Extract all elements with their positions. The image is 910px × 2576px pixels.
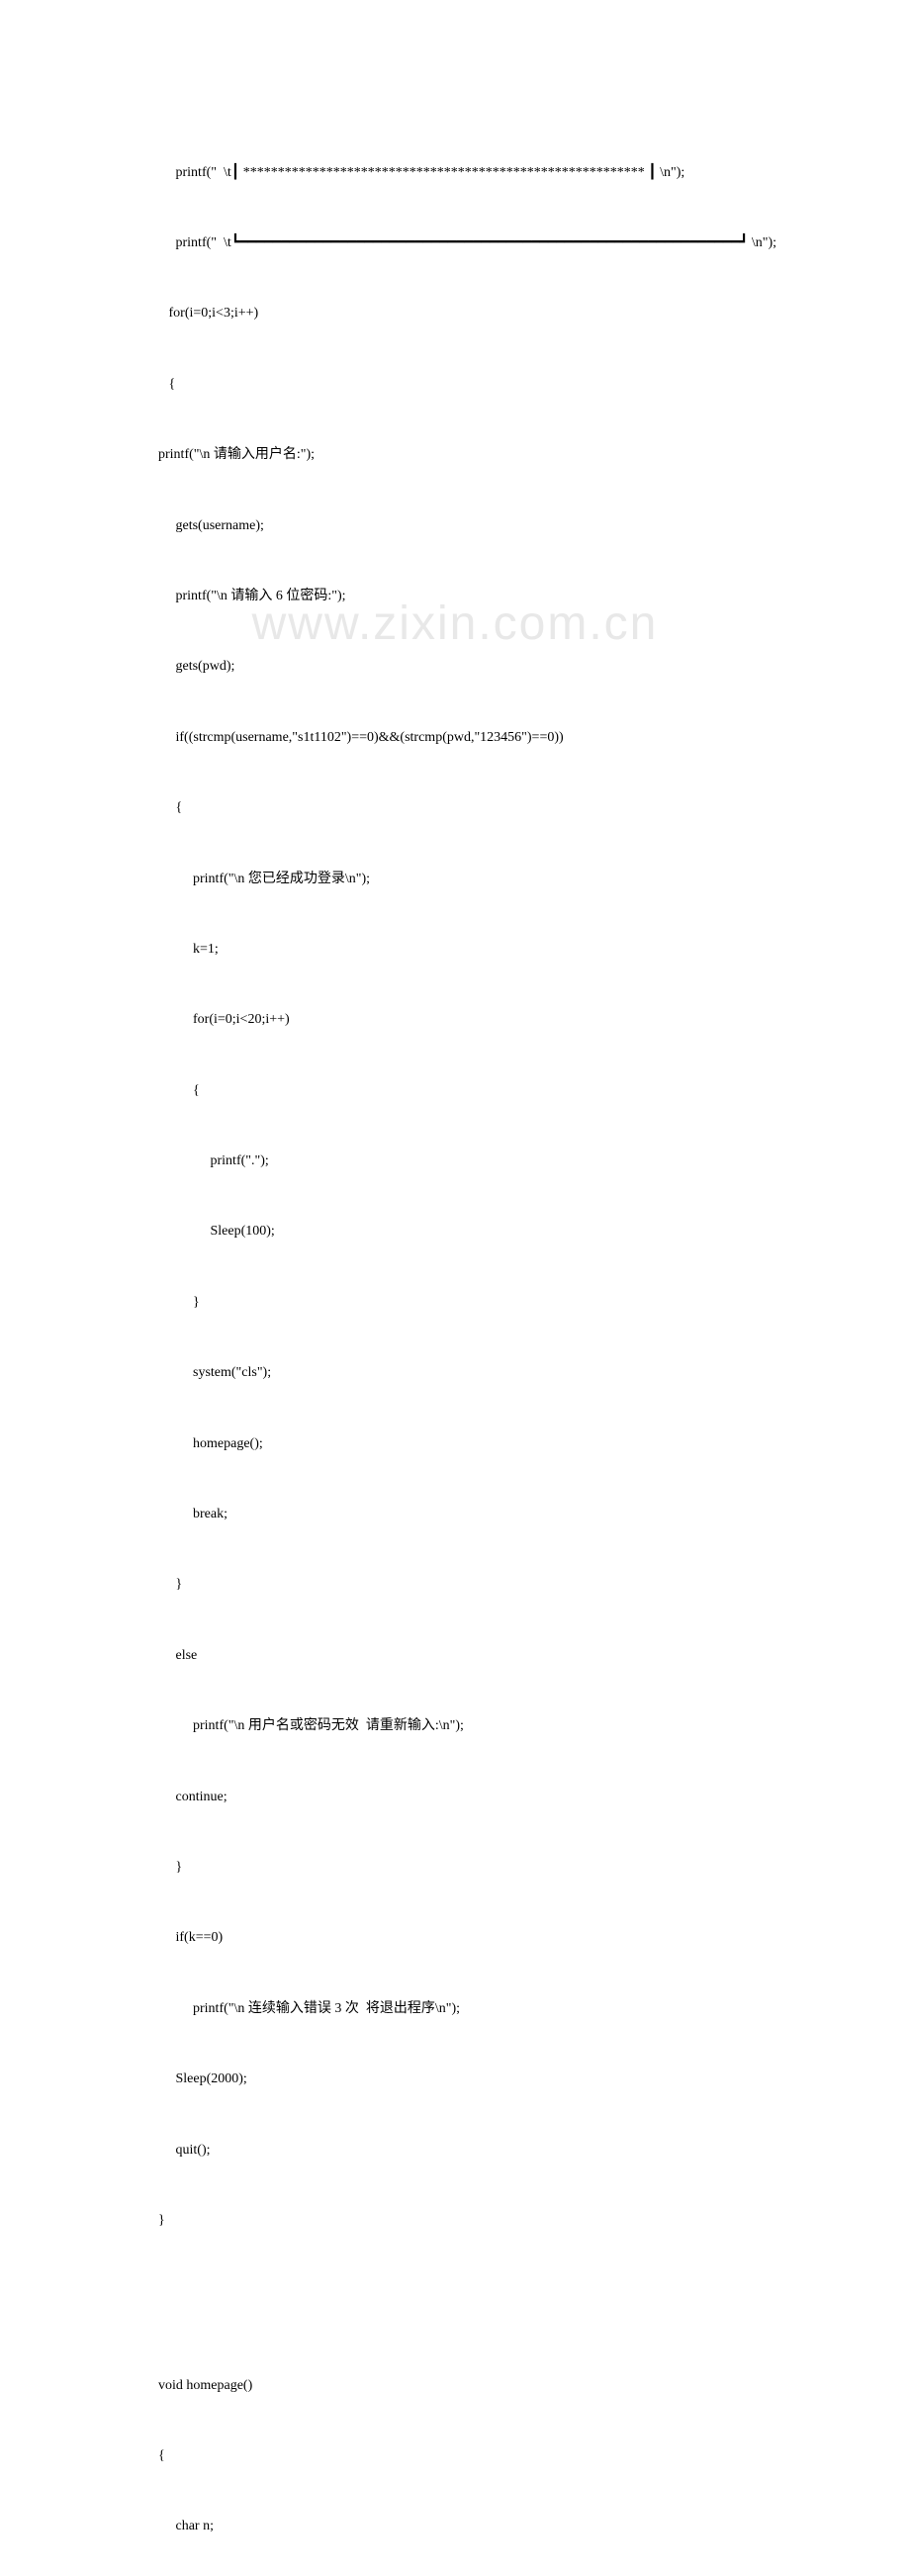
code-line: { — [158, 2444, 752, 2468]
code-line: } — [158, 1573, 752, 1597]
code-line: quit(); — [158, 2139, 752, 2162]
code-line: } — [158, 1291, 752, 1315]
code-line: Sleep(100); — [158, 1220, 752, 1243]
code-line: printf("\n 请输入用户名:"); — [158, 443, 752, 467]
code-line: if((strcmp(username,"s1t1102")==0)&&(str… — [158, 726, 752, 750]
code-line: { — [158, 373, 752, 397]
code-line: gets(pwd); — [158, 655, 752, 679]
code-line: else — [158, 1644, 752, 1668]
code-line: printf(" \t┗━━━━━━━━━━━━━━━━━━━━━━━━━━━━… — [158, 231, 752, 255]
code-line: void homepage() — [158, 2374, 752, 2398]
code-line: system("cls"); — [158, 1361, 752, 1385]
code-document: printf(" \t┃ ***************************… — [0, 0, 910, 2576]
code-line: for(i=0;i<20;i++) — [158, 1008, 752, 1032]
code-line: if(k==0) — [158, 1926, 752, 1950]
code-line: char n; — [158, 2515, 752, 2538]
code-line: Sleep(2000); — [158, 2068, 752, 2091]
code-line: continue; — [158, 1786, 752, 1809]
code-line: gets(username); — [158, 514, 752, 538]
code-line: { — [158, 796, 752, 820]
code-line: homepage(); — [158, 1432, 752, 1456]
code-line: { — [158, 1079, 752, 1103]
code-line: printf("\n 连续输入错误 3 次 将退出程序\n"); — [158, 1997, 752, 2021]
code-line: printf("\n 您已经成功登录\n"); — [158, 868, 752, 891]
code-line: k=1; — [158, 938, 752, 962]
code-line: } — [158, 1856, 752, 1880]
code-line: printf(" \t┃ ***************************… — [158, 161, 752, 185]
code-line: break; — [158, 1503, 752, 1526]
code-line: printf("."); — [158, 1150, 752, 1173]
code-line: printf("\n 请输入 6 位密码:"); — [158, 585, 752, 608]
code-line: for(i=0;i<3;i++) — [158, 302, 752, 325]
code-line: } — [158, 2209, 752, 2233]
code-line: printf("\n 用户名或密码无效 请重新输入:\n"); — [158, 1714, 752, 1738]
